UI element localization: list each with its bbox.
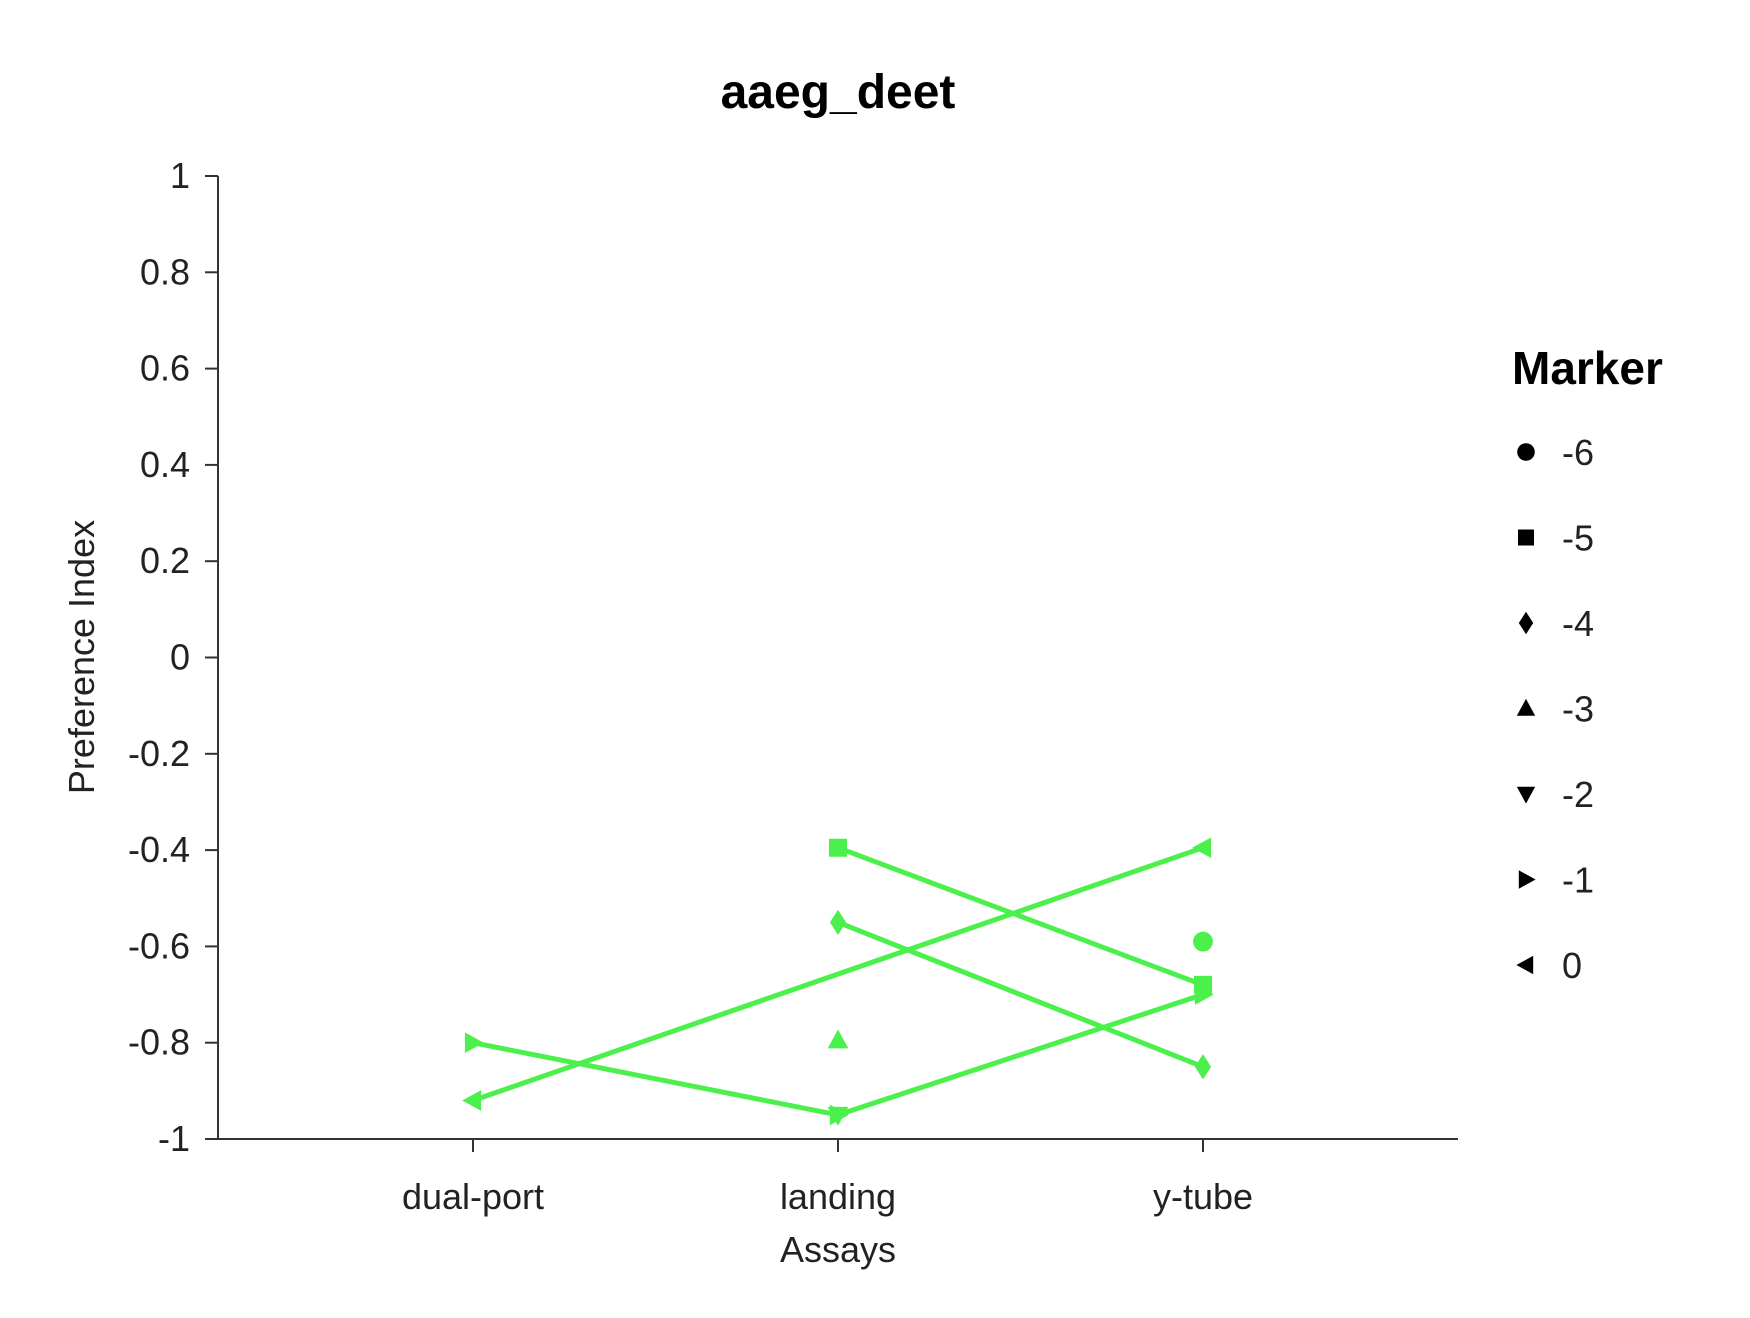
series-markers [462,837,1214,1126]
data-point-triangle-right [1194,984,1214,1005]
legend-marker-diamond [1518,611,1534,635]
x-tick-label: y-tube [1153,1176,1253,1217]
axes: 1 0.8 0.6 0.4 0.2 0 -0.2 -0.4 -0.6 -0.8 -1 dual-por… [128,155,1458,1217]
legend-entry-label: 0 [1562,945,1582,986]
data-point-triangle-left [462,1090,482,1111]
legend-marker-circle [1517,443,1535,461]
y-tick-label: 0.8 [140,251,190,292]
y-tick-label: -0.6 [128,925,190,966]
data-point-circle [1193,931,1213,952]
y-tick-label: 0.4 [140,444,190,485]
y-axis-label: Preference Index [61,520,102,794]
data-point-triangle-up [827,1029,849,1049]
y-tick-label: 0.6 [140,348,190,389]
series-lines [472,845,1204,1118]
x-tick-label: landing [780,1176,896,1217]
data-point-triangle-right [464,1032,484,1054]
legend-entry-label: -3 [1562,689,1594,730]
y-tick-label: 0.2 [140,540,190,581]
data-point-diamond [1194,1054,1212,1080]
series-line-diamond [837,920,1204,1070]
y-tick-label: -0.8 [128,1022,190,1063]
data-point-triangle-right [829,1104,849,1126]
legend-marker-triangle-right [1518,870,1536,889]
x-axis-label: Assays [780,1229,896,1270]
x-tick-label: dual-port [402,1176,544,1217]
legend-marker-triangle-down [1516,786,1536,804]
y-tick-label: -0.4 [128,829,190,870]
y-tick-label: 1 [170,155,190,196]
y-tick-label: -0.2 [128,733,190,774]
y-tick-label: -1 [158,1118,190,1159]
series-line-square [837,845,1204,988]
legend-entry-label: -2 [1562,774,1594,815]
legend-entry-label: -6 [1562,432,1594,473]
chart-title: aaeg_deet [721,66,956,119]
data-point-triangle-left [1192,837,1212,859]
legend-marker-triangle-left [1516,955,1534,975]
series-line-triangle-right [472,992,1204,1118]
legend-entry-label: -4 [1562,603,1594,644]
legend-entry-label: -5 [1562,518,1594,559]
data-point-square [829,838,847,857]
legend-title: Marker [1512,342,1663,394]
legend-marker-square [1518,529,1534,546]
y-tick-label: 0 [170,637,190,678]
legend-entry-label: -1 [1562,860,1594,901]
legend-marker-triangle-up [1516,698,1536,716]
legend: Marker -6 -5 -4 -3 -2 -1 0 [1512,342,1663,986]
series-line-triangle-left [472,845,1204,1103]
data-point-diamond [829,909,847,935]
